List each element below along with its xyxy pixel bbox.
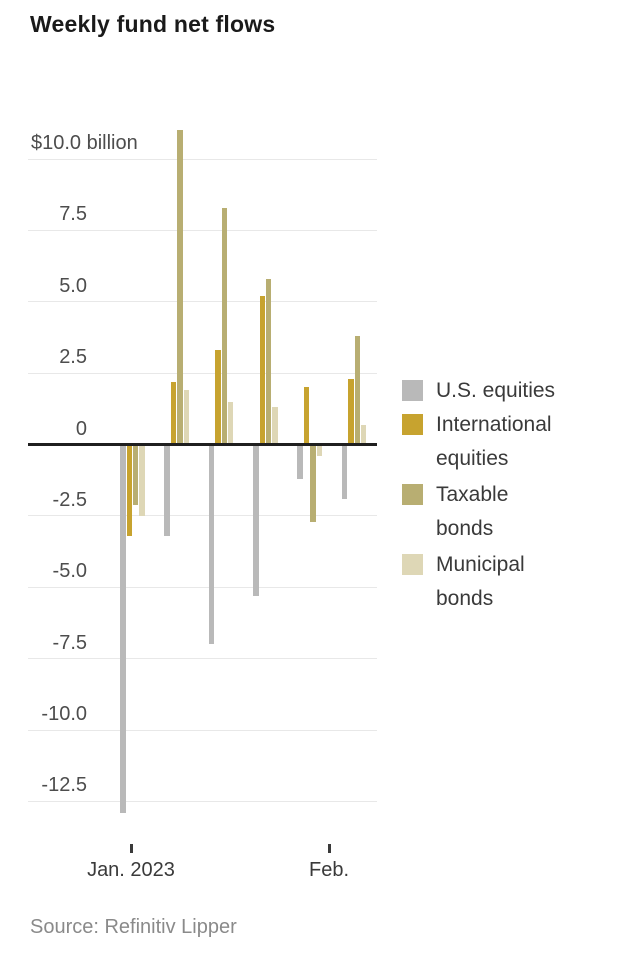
y-axis-label-10: $10.0 billion <box>31 132 138 154</box>
bar-taxable-bonds-week-2 <box>177 130 183 445</box>
bar-u-s-equities-week-4 <box>253 444 259 596</box>
legend-item-u-s-equities: U.S. equities <box>402 374 555 408</box>
y-axis-label-5: 5.0 <box>59 274 87 297</box>
bar-u-s-equities-week-3 <box>208 444 215 645</box>
bar-u-s-equities-week-5 <box>297 444 303 479</box>
bar-municipal-bonds-week-1 <box>139 444 145 516</box>
y-axis-label--5: -5.0 <box>52 560 87 583</box>
bar-international-equities-week-6 <box>348 378 354 445</box>
bar-municipal-bonds-week-3 <box>227 401 234 445</box>
bar-municipal-bonds-week-6 <box>360 424 367 445</box>
legend-label-taxable-bonds: Taxable bonds <box>436 483 509 540</box>
legend-swatch-international-equities <box>402 414 423 435</box>
gridline-y-7.5 <box>28 229 377 231</box>
bar-international-equities-week-3 <box>215 350 221 445</box>
y-axis-label--10: -10.0 <box>41 703 87 725</box>
bar-international-equities-week-2 <box>170 381 177 445</box>
bar-international-equities-week-5 <box>303 387 310 445</box>
gridline-y-2.5 <box>28 372 377 374</box>
y-axis-label--12.5: -12.5 <box>41 774 87 797</box>
gridline-y-5 <box>28 301 377 303</box>
bar-taxable-bonds-week-6 <box>354 336 361 445</box>
bar-municipal-bonds-week-4 <box>272 407 278 445</box>
gridline-y--5 <box>28 586 377 588</box>
x-axis-tick-2 <box>328 844 331 853</box>
legend-item-taxable-bonds: Taxable bonds <box>402 478 508 546</box>
zero-axis-line <box>28 443 377 446</box>
bar-taxable-bonds-week-4 <box>265 278 272 445</box>
bar-u-s-equities-week-6 <box>341 444 348 499</box>
legend-swatch-u-s-equities <box>402 380 423 401</box>
gridline-y-10 <box>28 158 377 160</box>
bar-municipal-bonds-week-5 <box>316 444 323 456</box>
legend-swatch-municipal-bonds <box>402 554 423 575</box>
bar-taxable-bonds-week-1 <box>132 444 139 505</box>
y-axis-label--2.5: -2.5 <box>52 488 87 511</box>
gridline-y--10 <box>28 729 377 731</box>
bar-international-equities-week-4 <box>259 296 266 445</box>
bar-u-s-equities-week-2 <box>164 444 170 536</box>
bar-municipal-bonds-week-2 <box>183 390 190 445</box>
legend-item-municipal-bonds: Municipal bonds <box>402 548 525 616</box>
legend-label-international-equities: International equities <box>436 413 552 470</box>
gridline-y--12.5 <box>28 800 377 802</box>
gridline-y--2.5 <box>28 515 377 517</box>
y-axis-label-0: 0 <box>75 417 87 440</box>
legend-label-municipal-bonds: Municipal bonds <box>436 553 525 610</box>
bar-taxable-bonds-week-3 <box>221 207 228 445</box>
y-axis-label-7.5: 7.5 <box>59 203 87 226</box>
legend-label-u-s-equities: U.S. equities <box>436 379 556 402</box>
x-axis-label-2: Feb. <box>308 859 350 881</box>
source-note: Source: Refinitiv Lipper <box>30 916 237 938</box>
legend-swatch-taxable-bonds <box>402 484 423 505</box>
y-axis-label-2.5: 2.5 <box>59 346 87 369</box>
x-axis-tick-1 <box>130 844 133 853</box>
gridline-y--7.5 <box>28 658 377 660</box>
bar-taxable-bonds-week-5 <box>310 444 316 522</box>
legend-item-international-equities: International equities <box>402 408 552 476</box>
bar-u-s-equities-week-1 <box>120 444 126 813</box>
chart-title: Weekly fund net flows <box>30 11 276 37</box>
y-axis-label--7.5: -7.5 <box>52 631 87 654</box>
x-axis-label-1: Jan. 2023 <box>87 859 175 881</box>
bar-international-equities-week-1 <box>126 444 133 536</box>
